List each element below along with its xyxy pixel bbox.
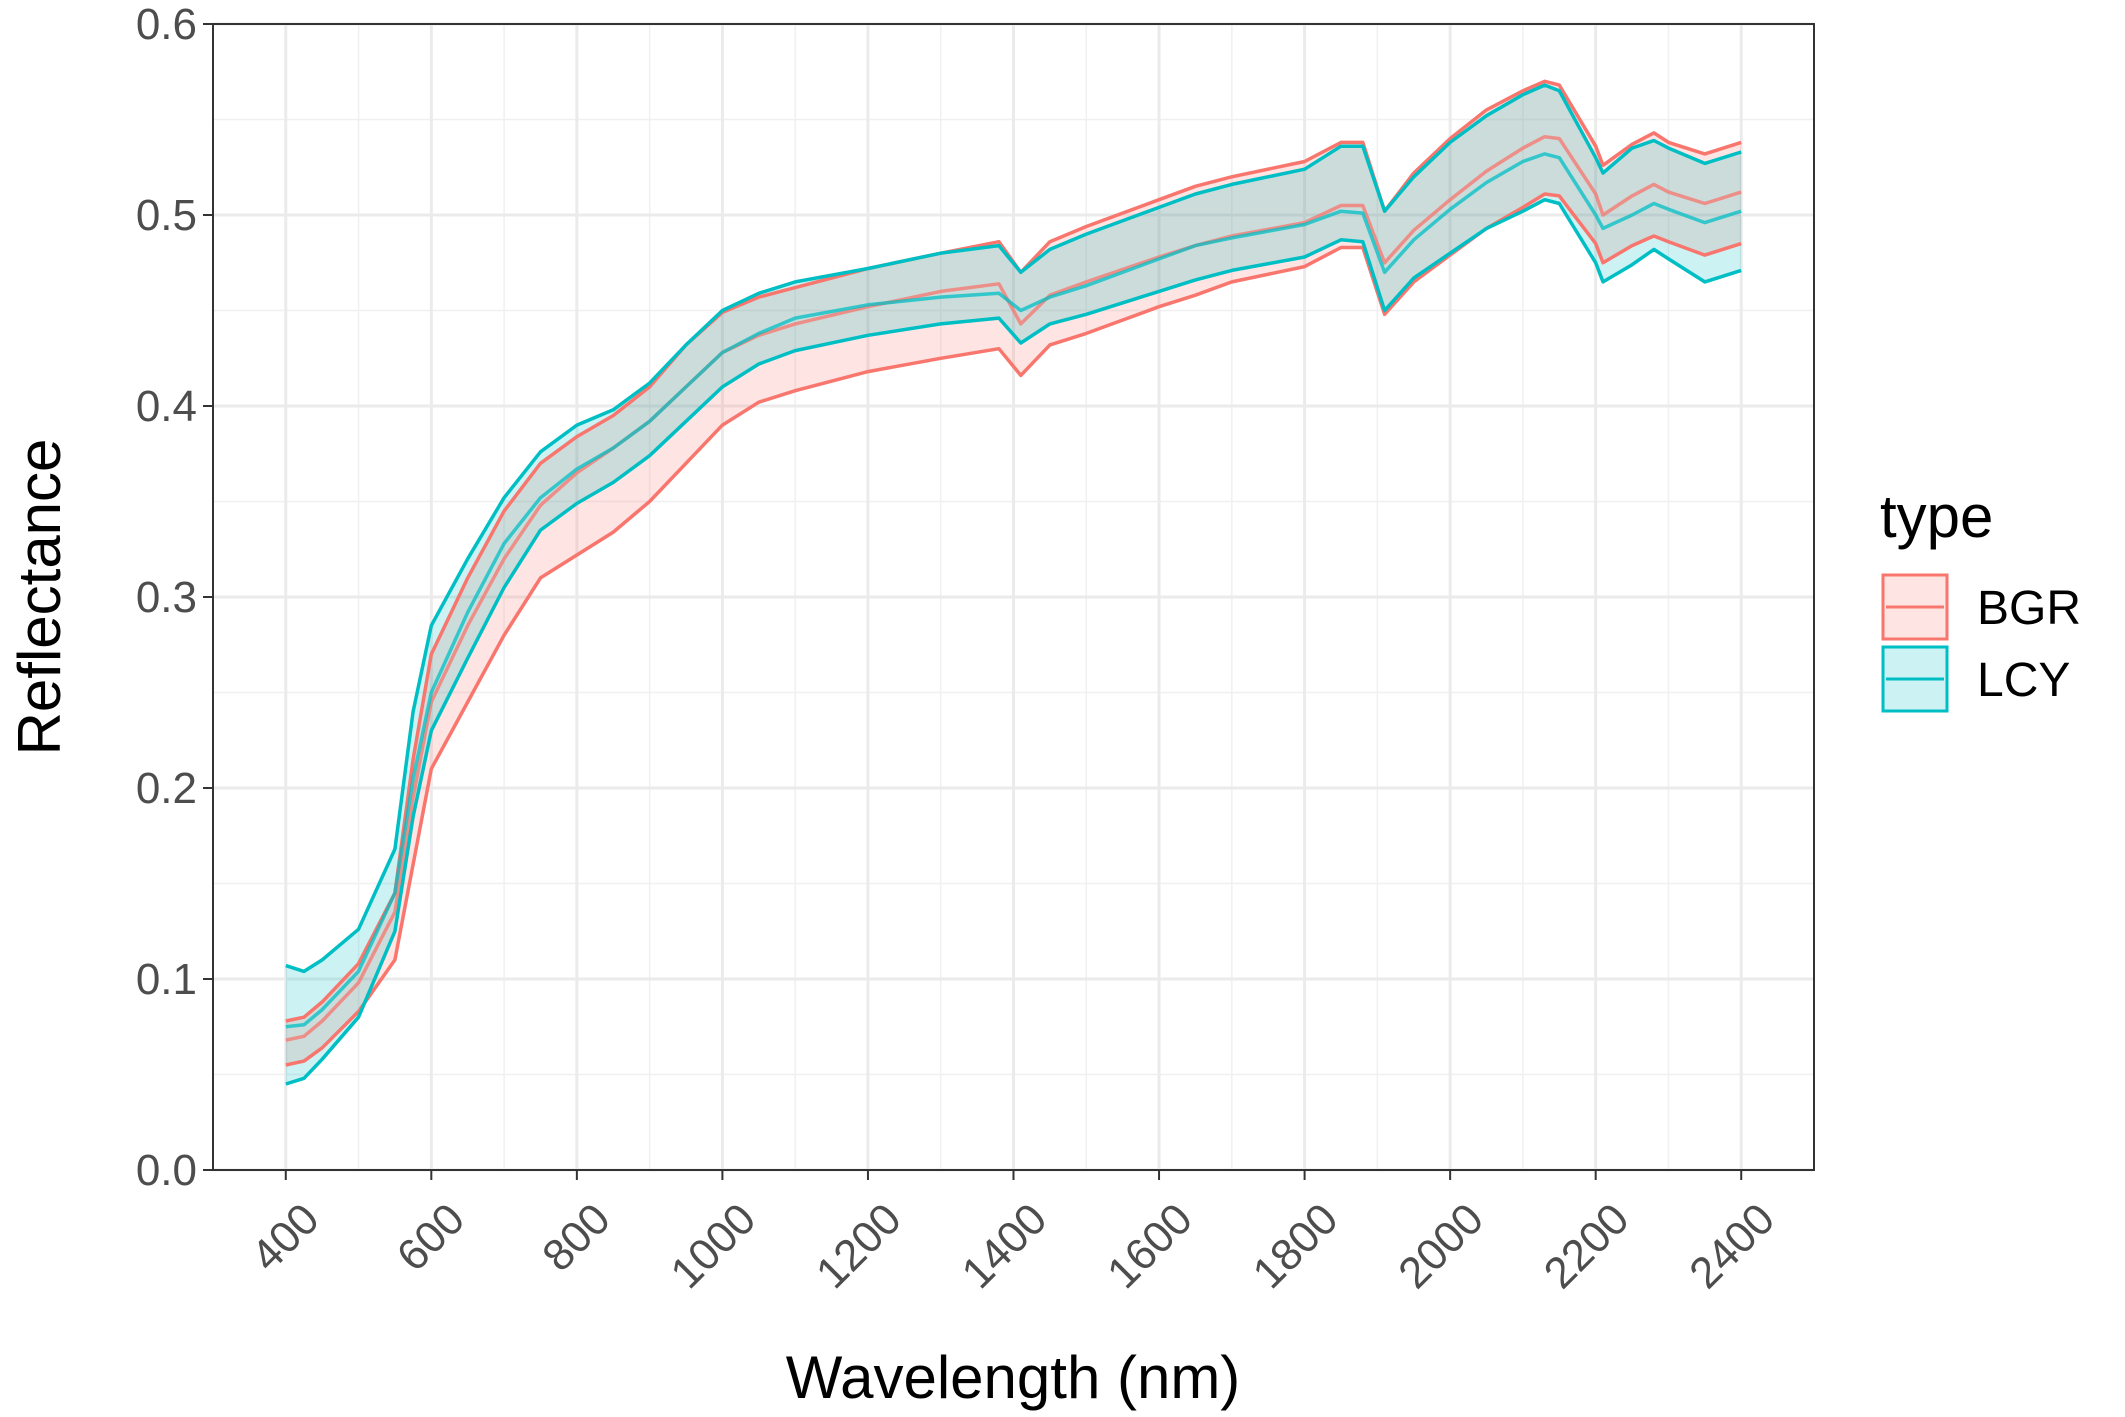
- y-tick-label: 0.1: [136, 955, 197, 1004]
- y-axis: 0.0 0.1 0.2 0.3 0.4 0.5 0.6: [136, 0, 213, 1195]
- line-lcy-lower: [285, 197, 1742, 1086]
- x-tick-label: 2000: [1389, 1194, 1493, 1298]
- x-tick-label: 800: [533, 1194, 620, 1281]
- x-tick-label: 2400: [1680, 1194, 1784, 1298]
- legend: type BGR LCY: [1880, 483, 2081, 713]
- x-tick-label: 1600: [1098, 1194, 1202, 1298]
- ribbon-lcy: [285, 85, 1742, 1085]
- x-tick-label: 1800: [1244, 1194, 1348, 1298]
- x-tick-label: 400: [242, 1194, 329, 1281]
- line-bgr-upper: [285, 79, 1742, 1023]
- line-bgr-lower: [285, 192, 1742, 1067]
- y-tick-label: 0.4: [136, 382, 197, 431]
- y-tick-label: 0.5: [136, 191, 197, 240]
- y-tick-label: 0.0: [136, 1146, 197, 1195]
- y-tick-label: 0.3: [136, 573, 197, 622]
- x-tick-label: 1200: [807, 1194, 911, 1298]
- x-tick-label: 1400: [952, 1194, 1056, 1298]
- line-bgr-mean: [285, 134, 1742, 1042]
- y-axis-title: Reflectance: [6, 439, 73, 756]
- x-tick-label: 2200: [1535, 1194, 1639, 1298]
- legend-label-bgr: BGR: [1977, 582, 2081, 635]
- line-lcy-mean: [285, 152, 1742, 1029]
- legend-title: type: [1880, 483, 1993, 550]
- series-layer: [285, 79, 1742, 1086]
- ribbon-bgr: [285, 81, 1742, 1066]
- x-axis-title: Wavelength (nm): [786, 1344, 1241, 1411]
- x-axis: 400 600 800 1000 1200 1400 1600 1800 2000 2200 240…: [242, 1170, 1784, 1298]
- y-tick-label: 0.6: [136, 0, 197, 49]
- x-tick-label: 600: [388, 1194, 475, 1281]
- x-tick-label: 1000: [661, 1194, 765, 1298]
- line-lcy-upper: [285, 83, 1742, 974]
- y-tick-label: 0.2: [136, 764, 197, 813]
- legend-label-lcy: LCY: [1977, 654, 2070, 707]
